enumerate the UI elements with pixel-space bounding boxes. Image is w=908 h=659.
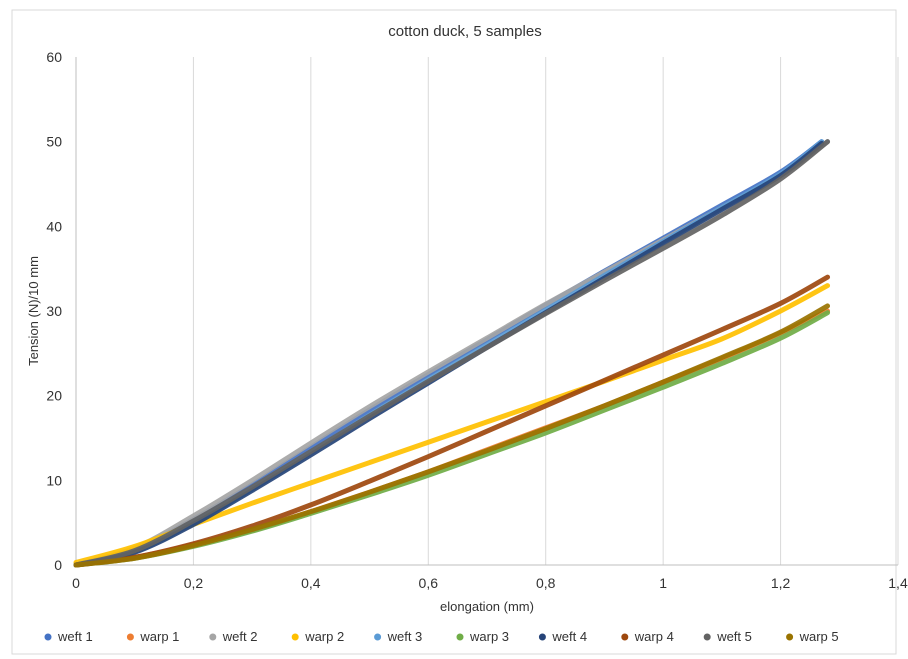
legend-label: weft 3	[387, 629, 423, 644]
legend-label: weft 1	[57, 629, 93, 644]
legend-marker	[621, 633, 629, 641]
legend-item-weft-2: weft 2	[209, 629, 257, 644]
x-tick-label: 0	[72, 575, 80, 591]
legend-item-warp-5: warp 5	[786, 629, 839, 644]
x-tick-label: 1	[659, 575, 667, 591]
legend-marker	[703, 633, 711, 641]
series-line-weft-5	[73, 139, 831, 568]
x-tick-label: 0,6	[419, 575, 439, 591]
legend-marker	[786, 633, 794, 641]
series-line-warp-5	[73, 303, 831, 568]
y-tick-label: 60	[46, 49, 62, 65]
legend-marker	[126, 633, 134, 641]
legend-marker	[291, 633, 299, 641]
x-axis-title: elongation (mm)	[440, 599, 534, 614]
legend-item-weft-3: weft 3	[374, 629, 422, 644]
legend-item-warp-4: warp 4	[621, 629, 674, 644]
x-tick-label: 0,2	[184, 575, 204, 591]
legend-label: weft 4	[551, 629, 587, 644]
legend-marker	[374, 633, 382, 641]
chart-title: cotton duck, 5 samples	[388, 23, 541, 40]
x-tick-label: 0,4	[301, 575, 321, 591]
series-lines	[73, 139, 831, 568]
legend-marker	[538, 633, 546, 641]
x-tick-label: 0,8	[536, 575, 556, 591]
y-tick-label: 0	[54, 557, 62, 573]
legend-label: warp 3	[469, 629, 509, 644]
legend-label: weft 2	[222, 629, 258, 644]
axes	[75, 57, 898, 566]
legend-marker	[44, 633, 52, 641]
legend-label: warp 5	[799, 629, 839, 644]
y-tick-label: 50	[46, 134, 62, 150]
legend-label: warp 2	[304, 629, 344, 644]
chart-area-border	[11, 9, 897, 655]
legend: weft 1 warp 1 weft 2 warp 2 weft 3 warp 3 weft…	[44, 629, 839, 644]
legend-label: warp 4	[634, 629, 674, 644]
legend-item-warp-1: warp 1	[126, 629, 179, 644]
legend-item-weft-5: weft 5	[703, 629, 752, 644]
legend-marker	[209, 633, 217, 641]
legend-item-weft-4: weft 4	[538, 629, 587, 644]
y-tick-label: 30	[46, 303, 62, 319]
legend-item-warp-2: warp 2	[291, 629, 344, 644]
tick-labels: 0 0,2 0,4 0,6 0,8 1 1,2 1,4 0 10 20 30 40 50 60	[46, 49, 908, 591]
legend-item-weft-1: weft 1	[44, 629, 93, 644]
x-tick-label: 1,4	[888, 575, 908, 591]
legend-item-warp-3: warp 3	[456, 629, 509, 644]
y-axis-title: Tension (N)/10 mm	[26, 256, 41, 366]
y-tick-label: 10	[46, 472, 62, 488]
y-tick-label: 20	[46, 388, 62, 404]
x-tick-label: 1,2	[771, 575, 791, 591]
legend-marker	[456, 633, 464, 641]
legend-label: weft 5	[716, 629, 752, 644]
legend-label: warp 1	[139, 629, 179, 644]
y-tick-label: 40	[46, 218, 62, 234]
